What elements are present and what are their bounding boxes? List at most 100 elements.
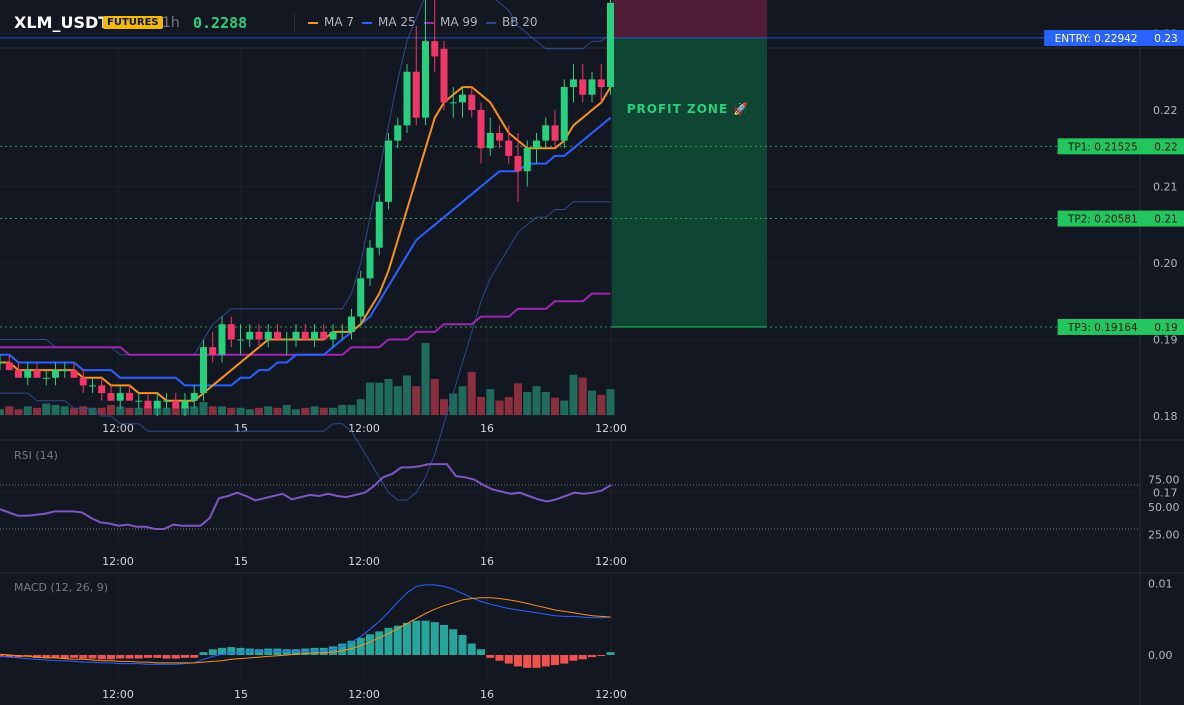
volume-bar <box>384 379 393 415</box>
candle-body <box>33 370 41 378</box>
macd-hist-bar <box>393 625 402 655</box>
candle-body <box>311 331 318 340</box>
candle-body <box>227 324 235 340</box>
macd-hist-bar <box>97 655 106 660</box>
rsi-title: RSI (14) <box>14 449 58 462</box>
legend-swatch-ma25 <box>362 21 372 24</box>
profit-zone <box>612 37 767 327</box>
candle-body <box>5 362 13 371</box>
macd-hist-bar <box>356 637 365 655</box>
volume-bar <box>190 406 199 415</box>
legend-ma25[interactable]: MA 25 <box>362 15 416 29</box>
macd-hist-bar <box>440 624 448 655</box>
volume-bar <box>199 402 208 415</box>
candle-body <box>459 94 466 103</box>
macd-tick-label: 0.01 <box>1148 578 1173 591</box>
volume-bar <box>97 407 106 415</box>
timeframe-label[interactable]: 1h <box>162 15 180 31</box>
macd-hist-bar <box>329 646 337 655</box>
legend-ma99[interactable]: MA 99 <box>424 15 478 29</box>
macd-hist-bar <box>162 655 171 659</box>
volume-bar <box>477 397 485 415</box>
candle-body <box>98 385 106 394</box>
volume-bar <box>421 343 430 415</box>
volume-bar <box>551 397 559 415</box>
candle-body <box>422 41 429 118</box>
legend-swatch-bb20 <box>486 21 496 24</box>
candle-body <box>135 400 143 402</box>
bb-upper-line <box>0 0 611 356</box>
tp3-badge-bg <box>1057 318 1148 335</box>
volume-bar <box>458 386 467 415</box>
candle-body <box>107 393 115 401</box>
candle-body <box>607 2 614 88</box>
price-tick-label: 0.19 <box>1153 334 1178 347</box>
volume-bar <box>403 375 411 415</box>
candle-body <box>255 331 263 340</box>
time-tick-label: 16 <box>480 688 494 701</box>
volume-bar <box>338 404 347 415</box>
macd-hist-bar <box>532 655 541 668</box>
volume-bar <box>541 391 550 415</box>
candle-body <box>274 331 281 340</box>
candle-body <box>588 79 596 95</box>
tp1-axis-bg <box>1148 138 1184 155</box>
volume-bar <box>125 407 134 415</box>
volume-bar <box>467 371 476 415</box>
volume-bar <box>218 406 226 415</box>
candle-body <box>551 125 559 141</box>
candle-body <box>15 370 22 378</box>
macd-hist-bar <box>319 647 328 655</box>
legend-bb20[interactable]: BB 20 <box>486 15 538 29</box>
entry-badge-label: ENTRY: 0.22942 <box>1055 33 1138 45</box>
candle-body <box>144 400 152 409</box>
legend-label-ma7: MA 7 <box>324 15 355 29</box>
macd-hist-bar <box>477 649 485 655</box>
macd-hist-bar <box>384 627 393 655</box>
candle-body <box>366 247 374 279</box>
time-tick-label: 12:00 <box>102 422 134 435</box>
candle-body <box>440 48 448 103</box>
macd-hist-bar <box>125 655 134 659</box>
volume-bar <box>578 377 587 415</box>
volume-bar <box>504 397 513 415</box>
price-tick-label: 0.22 <box>1153 104 1178 117</box>
volume-bar <box>208 406 217 415</box>
macd-hist-bar <box>588 655 596 658</box>
candle-body <box>218 324 226 355</box>
candle-body <box>533 140 540 149</box>
candle-body <box>116 393 124 401</box>
macd-hist-bar <box>144 655 152 658</box>
entry-level-badge: ENTRY: 0.22942 0.23 <box>1044 29 1184 46</box>
candle-body <box>514 155 522 172</box>
time-tick-label: 12:00 <box>595 688 627 701</box>
macd-hist-bar <box>486 655 495 658</box>
candle-body <box>42 377 50 379</box>
risk-zone <box>612 0 767 38</box>
volume-bar <box>449 393 458 415</box>
candle-body <box>394 125 402 141</box>
candle-body <box>338 331 346 333</box>
legend-swatch-ma7 <box>308 21 318 24</box>
macd-hist-bar <box>190 655 199 658</box>
macd-hist-bar <box>292 649 300 655</box>
ma25-line <box>0 116 612 387</box>
time-tick-label: 15 <box>234 555 248 568</box>
symbol-title[interactable]: XLM_USDT <box>14 13 110 32</box>
candle-body <box>181 400 189 409</box>
legend-ma7[interactable]: MA 7 <box>308 15 354 29</box>
tp2-axis-value: 0.21 <box>1154 214 1177 226</box>
time-tick-label: 12:00 <box>348 555 380 568</box>
price-tick-label: 0.21 <box>1153 181 1178 194</box>
volume-bar <box>245 409 254 415</box>
time-tick-label: 12:00 <box>102 555 134 568</box>
candle-body <box>79 377 87 386</box>
candle-body <box>153 400 161 409</box>
profit-zone-label: PROFIT ZONE 🚀 <box>627 102 750 116</box>
futures-badge: FUTURES <box>103 16 163 29</box>
volume-bar <box>514 383 522 415</box>
chart-header: XLM_USDT FUTURES 1h 0.2288 MA 7 MA 25 MA… <box>0 0 1184 48</box>
tp3-level-badge: TP3: 0.19164 0.19 <box>1057 318 1184 335</box>
macd-hist-bar <box>551 655 559 666</box>
